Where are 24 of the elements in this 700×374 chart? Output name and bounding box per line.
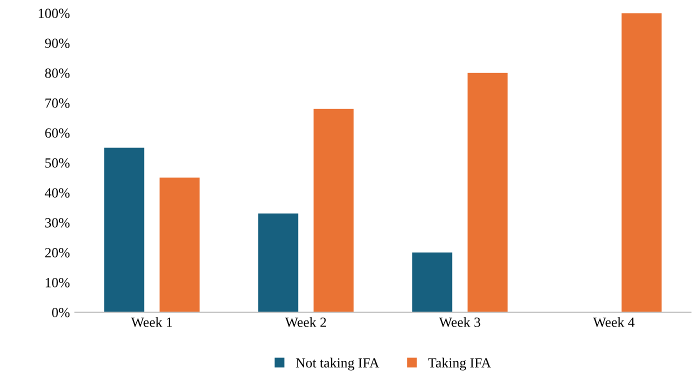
y-tick-label: 60%: [45, 128, 70, 138]
bar: [314, 108, 354, 312]
bar: [160, 178, 200, 312]
y-tick-label: 0%: [52, 308, 70, 318]
x-tick-label: Week 4: [593, 317, 635, 327]
y-tick-label: 80%: [45, 68, 70, 78]
y-tick-label: 90%: [45, 38, 70, 48]
y-tick-label: 40%: [44, 188, 70, 198]
y-tick-label: 30%: [45, 218, 70, 228]
y-tick-label: 50%: [45, 158, 70, 168]
bar: [412, 252, 452, 312]
legend-label: Taking IFA: [428, 358, 492, 370]
bar: [468, 72, 508, 312]
x-tick-label: Week 2: [285, 317, 326, 327]
y-tick-label: 10%: [46, 278, 70, 288]
y-tick-label: 100%: [38, 8, 70, 18]
bar: [258, 214, 298, 312]
legend-label: Not taking IFA: [296, 358, 380, 370]
y-tick-label: 20%: [45, 248, 70, 258]
x-tick-label: Week 3: [439, 317, 480, 327]
x-tick-label: Week 1: [131, 317, 172, 327]
bar: [104, 148, 144, 312]
bar: [622, 13, 662, 312]
y-tick-label: 70%: [45, 98, 70, 108]
